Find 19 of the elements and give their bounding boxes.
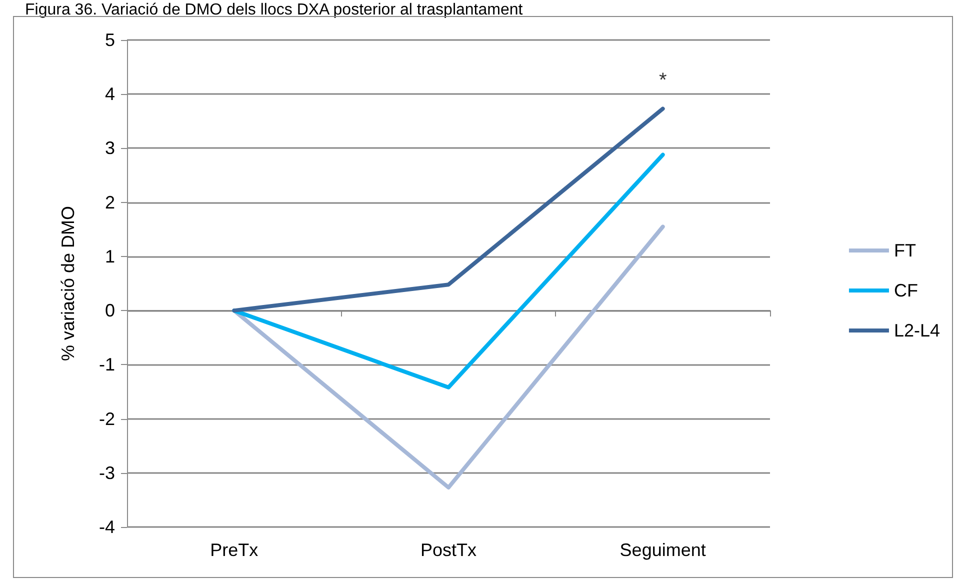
- x-tick-label: PreTx: [210, 540, 258, 560]
- y-axis-title: % variació de DMO: [58, 206, 78, 362]
- y-tick-label: 1: [104, 246, 115, 266]
- y-tick-label: -2: [98, 408, 115, 429]
- y-tick-label: 5: [104, 30, 115, 50]
- y-tick-label: 4: [104, 84, 115, 104]
- y-tick-label: -1: [98, 354, 115, 375]
- annotation: *: [658, 70, 667, 92]
- y-tick-label: -3: [98, 462, 115, 483]
- y-tick-label: 2: [104, 192, 115, 212]
- x-tick-label: PostTx: [420, 540, 477, 560]
- legend-label: L2-L4: [894, 320, 940, 340]
- x-tick-label: Seguiment: [620, 540, 706, 560]
- y-tick-label: -4: [98, 517, 115, 537]
- chart-title: Figura 36. Variació de DMO dels llocs DXA posterior al trasplantament: [25, 2, 524, 18]
- y-tick-label: 0: [104, 300, 115, 321]
- y-tick-label: 3: [104, 138, 115, 158]
- legend-label: CF: [894, 280, 918, 300]
- legend-label: FT: [894, 240, 916, 260]
